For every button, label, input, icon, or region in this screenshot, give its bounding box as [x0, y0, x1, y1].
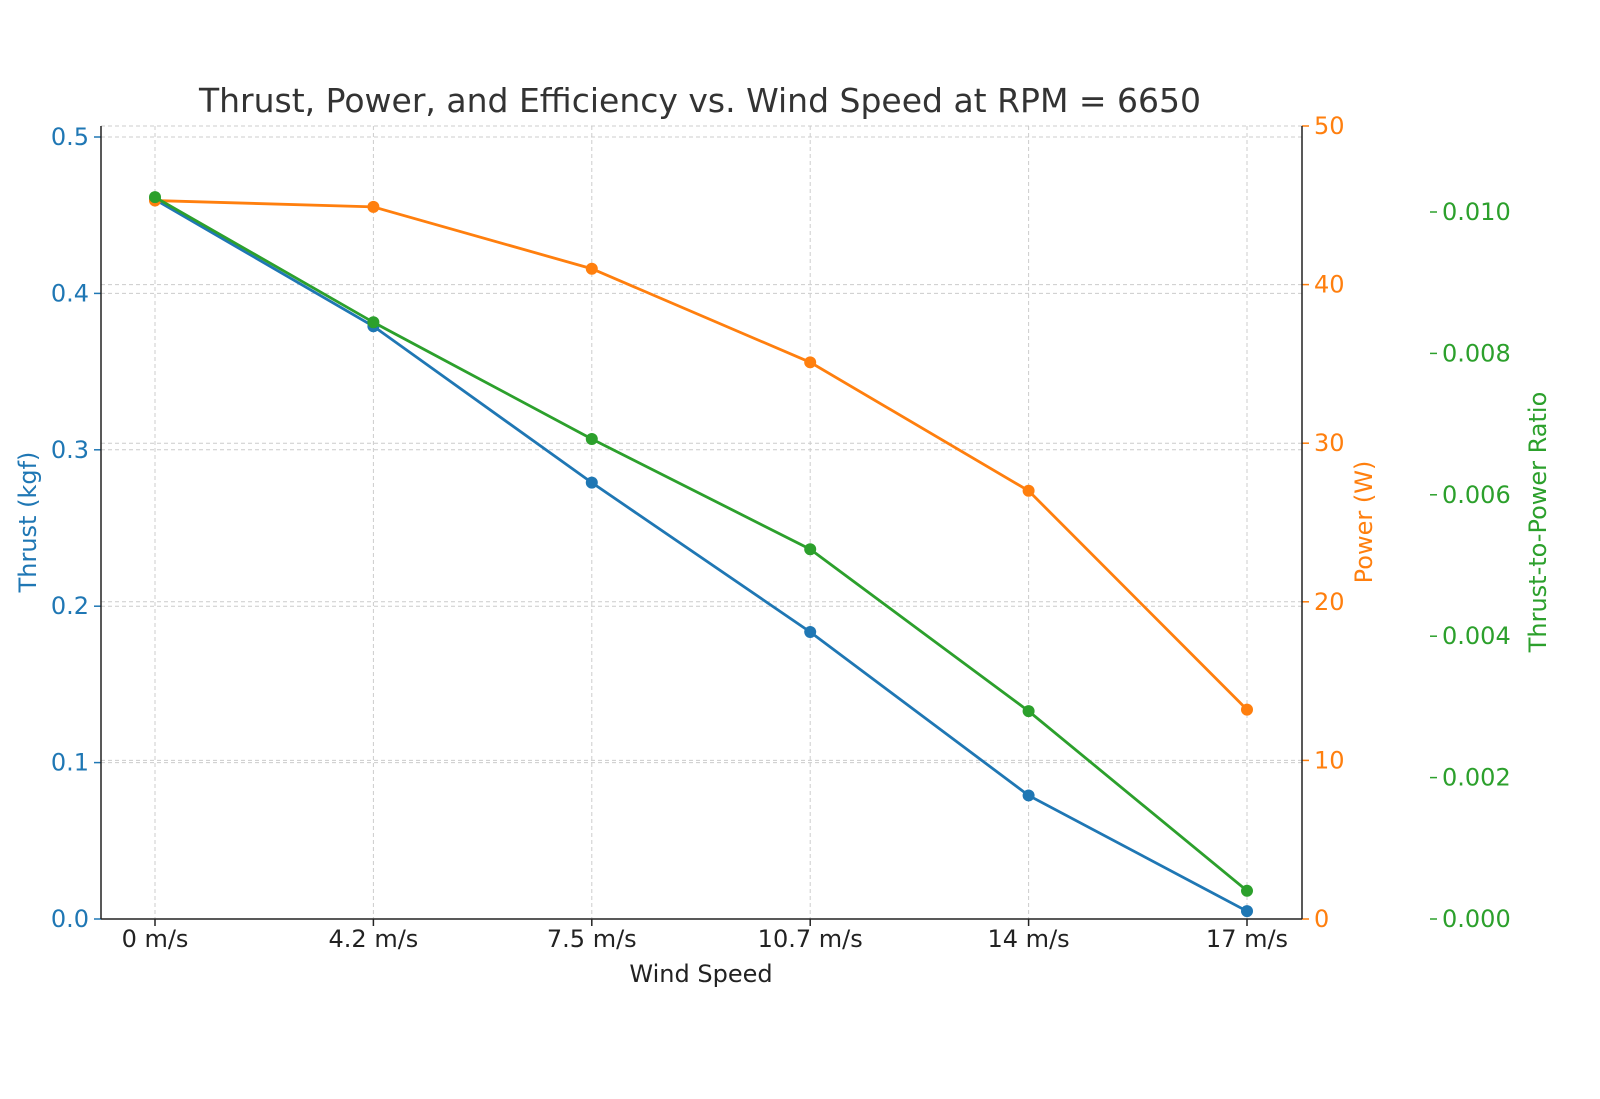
thrust-tick-label: 0.1	[51, 749, 89, 777]
ratio-point	[1241, 884, 1253, 897]
axes: 0 m/s 4.2 m/s 7.5 m/s 10.7 m/s 14 m/s 17 m/s 0…	[51, 112, 1511, 953]
thrust-tick-label: 0.4	[51, 279, 89, 307]
thrust-axis-label: Thrust (kgf)	[14, 452, 42, 594]
x-axis-label: Wind Speed	[629, 960, 772, 988]
power-tick-label: 10	[1314, 746, 1345, 774]
ratio-point	[804, 543, 817, 556]
ratio-tick-label: 0.008	[1442, 339, 1511, 367]
thrust-tick-label: 0.5	[51, 123, 89, 151]
power-point	[1022, 484, 1035, 497]
series-layer	[149, 191, 1253, 918]
ratio-tick-label: 0.006	[1442, 481, 1511, 509]
power-point	[804, 356, 817, 369]
power-axis-label: Power (W)	[1350, 461, 1378, 584]
thrust-point	[585, 476, 598, 489]
power-point	[1241, 703, 1253, 716]
x-tick-label: 17 m/s	[1206, 925, 1288, 953]
ratio-tick-label: 0.002	[1442, 764, 1511, 792]
x-tick-label: 4.2 m/s	[329, 925, 419, 953]
ratio-point	[1022, 705, 1035, 718]
thrust-point	[1022, 789, 1035, 802]
thrust-tick-label: 0.0	[51, 905, 89, 933]
x-tick-label: 0 m/s	[122, 925, 189, 953]
thrust-tick-label: 0.2	[51, 592, 89, 620]
power-point	[367, 200, 380, 213]
power-point	[585, 262, 598, 275]
power-tick-label: 30	[1314, 429, 1345, 457]
ratio-point	[585, 432, 598, 445]
ratio-line	[154, 195, 1248, 892]
power-tick-label: 50	[1314, 112, 1345, 140]
ratio-point	[367, 316, 380, 329]
thrust-point	[804, 626, 817, 639]
ratio-axis-label: Thrust-to-Power Ratio	[1524, 392, 1552, 654]
chart-title: Thrust, Power, and Efficiency vs. Wind S…	[198, 81, 1201, 120]
power-tick-label: 0	[1314, 905, 1329, 933]
ratio-point	[149, 191, 161, 204]
x-tick-label: 14 m/s	[988, 925, 1070, 953]
ratio-tick-label: 0.004	[1442, 622, 1511, 650]
power-line	[154, 199, 1248, 711]
x-tick-label: 10.7 m/s	[758, 925, 863, 953]
grid	[101, 125, 1302, 920]
x-tick-label: 7.5 m/s	[547, 925, 637, 953]
thrust-tick-label: 0.3	[51, 436, 89, 464]
thrust-point	[1241, 905, 1253, 918]
thrust-line	[154, 198, 1248, 913]
ratio-tick-label: 0.010	[1442, 198, 1511, 226]
ratio-tick-label: 0.000	[1442, 905, 1511, 933]
power-tick-label: 20	[1314, 588, 1345, 616]
power-tick-label: 40	[1314, 271, 1345, 299]
